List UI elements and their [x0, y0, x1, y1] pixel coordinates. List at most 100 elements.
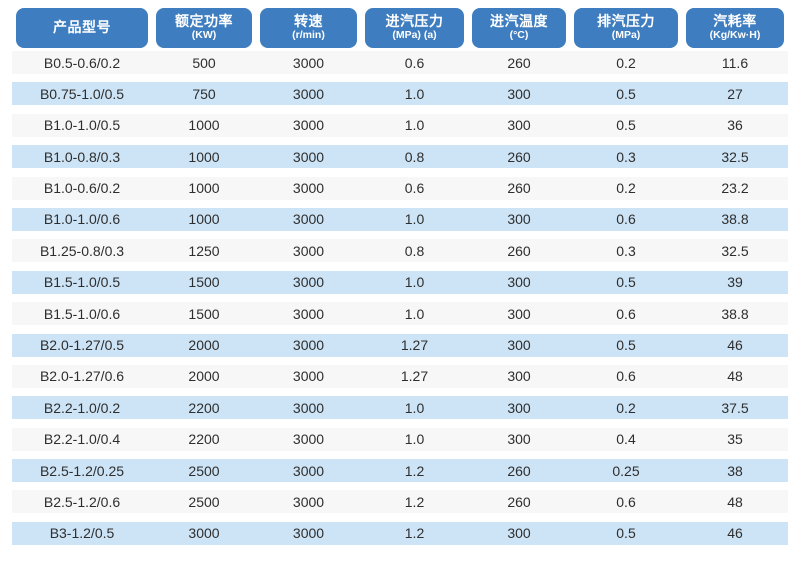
header-label: 汽耗率 [713, 13, 757, 30]
table-cell: 46 [727, 525, 743, 542]
table-cell: B1.5-1.0/0.5 [43, 274, 121, 291]
table-cell: 260 [507, 180, 531, 197]
table-cell: 3000 [188, 525, 220, 542]
table-cell: 300 [507, 399, 531, 416]
table-cell: 2000 [188, 368, 220, 385]
table-cell: 0.2 [616, 180, 636, 197]
table-cell: 0.6 [616, 305, 636, 322]
table-cell: 260 [507, 493, 531, 510]
table-cell: 35 [727, 431, 743, 448]
table-cell: B1.0-0.6/0.2 [43, 180, 121, 197]
table-row: B1.0-1.0/0.6 1000 3000 1.0 300 0.6 38.8 [12, 207, 788, 231]
table-cell: 1000 [188, 180, 220, 197]
table-cell: B2.2-1.0/0.4 [43, 431, 121, 448]
table-cell: 1.2 [404, 493, 425, 510]
header-cell-inlet-steam-temperature: 进汽温度 (°C) [472, 8, 566, 48]
header-label: 进汽压力 [385, 13, 444, 30]
table-row: B1.0-0.6/0.2 1000 3000 0.6 260 0.2 23.2 [12, 176, 788, 200]
table-cell: 32.5 [721, 242, 749, 259]
table-cell: 1.0 [404, 431, 425, 448]
table-cell: 500 [192, 54, 216, 71]
table-cell: 1.27 [400, 337, 429, 354]
table-cell: 2000 [188, 337, 220, 354]
table-cell: 39 [727, 274, 743, 291]
table-cell: 3000 [292, 337, 325, 354]
table-cell: 36 [727, 117, 743, 134]
table-cell: 0.2 [616, 399, 636, 416]
table-row: B1.0-1.0/0.5 1000 3000 1.0 300 0.5 36 [12, 113, 788, 137]
table-cell: B1.0-0.8/0.3 [43, 148, 121, 165]
header-cell-steam-consumption-rate: 汽耗率 (Kg/Kw·H) [686, 8, 784, 48]
table-row: B2.2-1.0/0.2 2200 3000 1.0 300 0.2 37.5 [12, 396, 788, 420]
header-unit: (°C) [509, 29, 529, 42]
table-cell: 1500 [188, 274, 220, 291]
header-cell-model: 产品型号 [16, 8, 148, 48]
table-cell: 0.5 [616, 117, 636, 134]
table-cell: 3000 [292, 462, 325, 479]
header-unit: (KW) [191, 29, 217, 42]
table-cell: 0.2 [616, 54, 636, 71]
header-cell-exhaust-steam-pressure: 排汽压力 (MPa) [574, 8, 678, 48]
product-spec-table: 产品型号 额定功率 (KW) 转速 (r/min) 进汽压力 (MPa) (a)… [12, 8, 788, 545]
table-cell: 3000 [292, 493, 325, 510]
table-cell: 1.0 [404, 305, 425, 322]
table-cell: 1000 [188, 148, 220, 165]
table-cell: 1000 [188, 117, 220, 134]
table-cell: 0.6 [616, 493, 636, 510]
header-label: 进汽温度 [490, 13, 548, 30]
table-cell: 0.5 [616, 274, 636, 291]
header-cell-inlet-steam-pressure: 进汽压力 (MPa) (a) [365, 8, 464, 48]
table-cell: 0.5 [616, 85, 636, 102]
table-cell: 260 [507, 242, 531, 259]
table-cell: B0.75-1.0/0.5 [39, 85, 125, 102]
table-cell: 3000 [292, 180, 325, 197]
table-cell: 1.2 [404, 462, 425, 479]
table-cell: B1.0-1.0/0.6 [43, 211, 121, 228]
table-cell: 0.3 [616, 148, 636, 165]
table-cell: 0.6 [404, 180, 425, 197]
table-cell: 1.0 [404, 85, 425, 102]
table-cell: 38 [727, 462, 743, 479]
table-cell: B2.0-1.27/0.5 [39, 337, 125, 354]
table-cell: 2200 [188, 431, 220, 448]
table-cell: 300 [507, 85, 531, 102]
table-row: B2.5-1.2/0.6 2500 3000 1.2 260 0.6 48 [12, 490, 788, 514]
table-cell: 3000 [292, 368, 325, 385]
table-cell: B1.25-0.8/0.3 [39, 242, 125, 259]
table-cell: 300 [507, 211, 531, 228]
table-cell: 3000 [292, 242, 325, 259]
table-cell: 1.0 [404, 274, 425, 291]
header-unit: (MPa) [611, 29, 641, 42]
header-cell-speed: 转速 (r/min) [260, 8, 357, 48]
table-cell: 1.27 [400, 368, 429, 385]
table-cell: 48 [727, 493, 743, 510]
table-cell: 23.2 [721, 180, 749, 197]
table-cell: 300 [507, 305, 531, 322]
table-cell: 3000 [292, 54, 325, 71]
table-cell: 0.6 [404, 54, 425, 71]
table-row: B2.2-1.0/0.4 2200 3000 1.0 300 0.4 35 [12, 427, 788, 451]
table-cell: 300 [507, 368, 531, 385]
table-cell: 27 [727, 85, 743, 102]
table-cell: 0.5 [616, 525, 636, 542]
table-cell: 300 [507, 274, 531, 291]
table-cell: 37.5 [721, 399, 749, 416]
table-cell: B2.2-1.0/0.2 [43, 399, 121, 416]
table-body: B0.5-0.6/0.2 500 3000 0.6 260 0.2 11.6 B0.75-1.… [12, 51, 788, 545]
table-cell: 0.8 [404, 148, 425, 165]
table-cell: B0.5-0.6/0.2 [43, 54, 121, 71]
header-label: 产品型号 [53, 19, 111, 36]
header-unit: (r/min) [292, 29, 325, 42]
table-cell: 3000 [292, 117, 325, 134]
table-cell: B2.5-1.2/0.6 [43, 493, 121, 510]
table-cell: 0.8 [404, 242, 425, 259]
table-cell: 0.4 [616, 431, 636, 448]
table-cell: 3000 [292, 305, 325, 322]
table-cell: 300 [507, 337, 531, 354]
table-cell: 260 [507, 462, 531, 479]
table-cell: 38.8 [721, 305, 749, 322]
table-cell: 3000 [292, 211, 325, 228]
table-cell: 0.6 [616, 211, 636, 228]
table-cell: 3000 [292, 525, 325, 542]
header-label: 排汽压力 [597, 13, 655, 30]
